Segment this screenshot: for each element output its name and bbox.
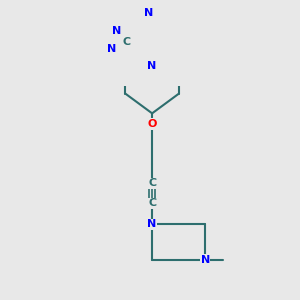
- Text: N: N: [107, 44, 116, 54]
- Text: C: C: [148, 198, 156, 208]
- Text: N: N: [200, 255, 210, 265]
- Text: N: N: [144, 8, 153, 18]
- Text: O: O: [147, 119, 157, 129]
- Text: C: C: [148, 178, 156, 188]
- Text: C: C: [123, 37, 131, 47]
- Text: N: N: [148, 219, 157, 230]
- Text: N: N: [148, 61, 157, 71]
- Text: N: N: [112, 26, 121, 36]
